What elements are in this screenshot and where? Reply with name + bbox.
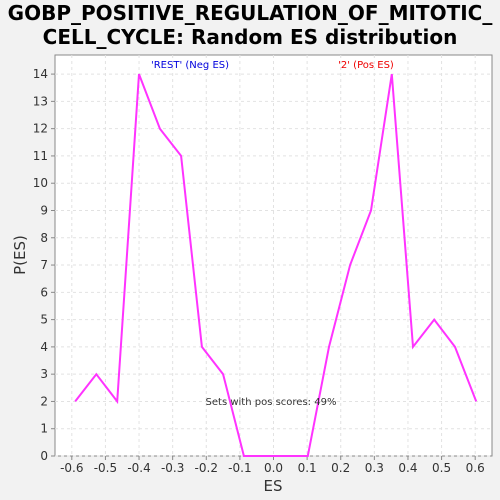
y-tick-label: 14 [33, 67, 48, 81]
x-tick-label: 0.2 [331, 461, 350, 475]
y-tick-label: 4 [40, 340, 48, 354]
x-tick-label: 0.0 [264, 461, 283, 475]
x-tick-label: -0.3 [161, 461, 184, 475]
x-tick-label: -0.2 [195, 461, 218, 475]
chart-title-line-2: CELL_CYCLE: Random ES distribution [42, 25, 458, 49]
neg-es-label: 'REST' (Neg ES) [151, 60, 229, 71]
y-tick-label: 10 [33, 176, 48, 190]
y-tick-label: 7 [40, 258, 48, 272]
x-tick-label: -0.4 [127, 461, 150, 475]
x-tick-label: -0.6 [60, 461, 83, 475]
y-tick-label: 6 [40, 285, 48, 299]
y-tick-label: 8 [40, 231, 48, 245]
pos-scores-label: Sets with pos scores: 49% [206, 397, 337, 408]
y-tick-label: 11 [33, 149, 48, 163]
series-line [74, 73, 478, 457]
y-tick-label: 9 [40, 203, 48, 217]
x-tick-label: 0.4 [398, 461, 417, 475]
y-tick-label: 0 [40, 449, 48, 463]
x-tick-label: 0.6 [466, 461, 485, 475]
x-tick-label: 0.1 [298, 461, 317, 475]
pos-es-label: '2' (Pos ES) [338, 60, 394, 71]
x-axis-label: ES [264, 477, 283, 495]
y-tick-label: 13 [33, 94, 48, 108]
y-axis-label: P(ES) [11, 235, 29, 275]
y-tick-label: 12 [33, 122, 48, 136]
y-tick-label: 5 [40, 313, 48, 327]
x-tick-label: 0.3 [365, 461, 384, 475]
y-tick-label: 1 [40, 422, 48, 436]
x-tick-label: -0.5 [94, 461, 117, 475]
y-tick-label: 2 [40, 394, 48, 408]
y-tick-label: 3 [40, 367, 48, 381]
chart-title-line-1: GOBP_POSITIVE_REGULATION_OF_MITOTIC_ [7, 1, 493, 25]
x-tick-label: 0.5 [432, 461, 451, 475]
x-axis: -0.6 -0.5 -0.4 -0.3 -0.2 -0.1 0.0 0.1 0.2 0.3 0.4 0… [60, 456, 485, 475]
x-tick-label: -0.1 [228, 461, 251, 475]
